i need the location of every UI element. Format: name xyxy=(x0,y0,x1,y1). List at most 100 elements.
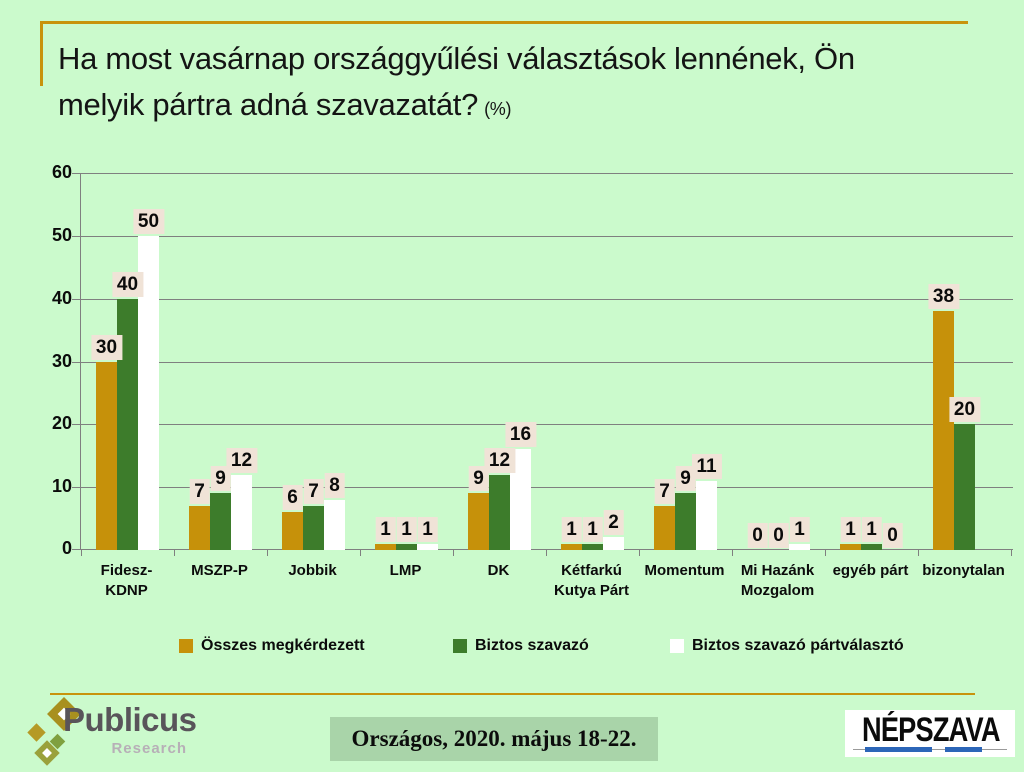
title-accent-top-line xyxy=(40,21,968,24)
publicus-diamond-icon xyxy=(27,723,46,742)
data-label: 1 xyxy=(375,516,396,542)
page-title: Ha most vasárnap országgyűlési választás… xyxy=(58,36,1008,132)
category-label-Momentum: Momentum xyxy=(644,562,725,579)
data-label: 6 xyxy=(282,485,303,511)
data-label: 1 xyxy=(396,516,417,542)
y-axis-tick xyxy=(72,549,80,550)
gridline-20 xyxy=(81,424,1013,425)
publicus-logo-name: Publicus xyxy=(63,701,197,738)
bar-Fidesz-KDNP-Összes megkérdezett xyxy=(96,361,117,550)
bar-Kétfarkú Kutya Párt-Biztos szavazó pártválasztó xyxy=(603,537,624,550)
title-line1: Ha most vasárnap országgyűlési választás… xyxy=(58,41,855,76)
data-label: 7 xyxy=(303,479,324,505)
bar-LMP-Biztos szavazó xyxy=(396,543,417,550)
y-axis-tick-label: 50 xyxy=(51,225,72,245)
data-label: 1 xyxy=(561,516,582,542)
bar-bizonytalan-Összes megkérdezett xyxy=(933,311,954,550)
x-axis-tick xyxy=(174,550,175,556)
category-label-egyéb párt: egyéb párt xyxy=(832,562,909,579)
plot-area: 30 7 6 1 9 1 7 0 1 38 40 9 7 1 12 1 9 0 1 20 50 12 8 1 16 2 11 1 0 xyxy=(72,173,1013,556)
category-label-Kétfarkú Kutya Párt: Kétfarkú Kutya Párt xyxy=(553,562,630,599)
y-axis-tick xyxy=(72,299,80,300)
x-axis-tick xyxy=(918,550,919,556)
survey-scope-badge: Országos, 2020. május 18-22. xyxy=(330,717,658,761)
bar-Kétfarkú Kutya Párt-Biztos szavazó xyxy=(582,543,603,550)
nepszava-tagline-left-chip xyxy=(865,747,932,752)
category-label-DK: DK xyxy=(487,562,510,579)
y-axis-tick xyxy=(72,424,80,425)
bar-bizonytalan-Biztos szavazó xyxy=(954,424,975,550)
gridline-50 xyxy=(81,236,1013,237)
footer-divider-line xyxy=(50,693,975,695)
data-label: 1 xyxy=(582,516,603,542)
publicus-logo: Publicus Research xyxy=(0,696,200,768)
y-axis-labels: 0 10 20 30 40 50 60 xyxy=(26,162,72,558)
y-axis-tick xyxy=(72,173,80,174)
bar-LMP-Biztos szavazó pártválasztó xyxy=(417,543,438,550)
nepszava-tagline-right-chip xyxy=(945,747,982,752)
x-axis-tick xyxy=(546,550,547,556)
bar-MSZP-P-Biztos szavazó pártválasztó xyxy=(231,474,252,550)
bar-Momentum-Biztos szavazó pártválasztó xyxy=(696,480,717,550)
legend-item-Biztos szavazó pártválasztó: Biztos szavazó pártválasztó xyxy=(670,636,904,656)
category-label-bizonytalan: bizonytalan xyxy=(922,562,1005,579)
data-label: 1 xyxy=(417,516,438,542)
x-axis-tick xyxy=(732,550,733,556)
data-label: 30 xyxy=(90,334,123,360)
chart-legend: Összes megkérdezett Biztos szavazó Biztos … xyxy=(0,636,1024,656)
data-label: 9 xyxy=(468,466,489,492)
y-axis-tick-label: 60 xyxy=(51,162,72,182)
data-label: 2 xyxy=(603,510,624,536)
y-axis-tick-label: 30 xyxy=(51,351,72,371)
legend-item-Biztos szavazó: Biztos szavazó xyxy=(453,636,589,656)
x-axis-tick xyxy=(267,550,268,556)
gridline-10 xyxy=(81,487,1013,488)
gridline-0 xyxy=(81,549,1013,550)
bar-Fidesz-KDNP-Biztos szavazó xyxy=(117,298,138,550)
bar-Jobbik-Biztos szavazó pártválasztó xyxy=(324,499,345,550)
data-label: 0 xyxy=(747,523,768,548)
x-axis-category-labels: Fidesz- KDNP MSZP-P Jobbik LMP DK Kétfarkú Kuty… xyxy=(80,561,1012,605)
data-label: 50 xyxy=(132,208,165,234)
data-label: 20 xyxy=(948,397,981,423)
y-axis-tick-label: 20 xyxy=(51,413,72,433)
category-label-Fidesz-KDNP: Fidesz- KDNP xyxy=(100,562,153,599)
publicus-logo-subname: Research xyxy=(111,740,187,757)
y-axis-tick-label: 40 xyxy=(51,288,72,308)
data-label: 1 xyxy=(840,516,861,542)
x-axis-tick xyxy=(639,550,640,556)
bar-egyéb párt-Biztos szavazó xyxy=(861,543,882,550)
gridline-40 xyxy=(81,299,1013,300)
data-label: 16 xyxy=(504,422,537,448)
y-axis-tick xyxy=(72,487,80,488)
category-label-LMP: LMP xyxy=(389,562,422,579)
data-label: 12 xyxy=(483,447,516,473)
data-label: 1 xyxy=(789,516,810,542)
data-label: 11 xyxy=(691,453,722,479)
legend-item-Összes megkérdezett: Összes megkérdezett xyxy=(179,636,365,656)
data-label: 7 xyxy=(189,479,210,505)
category-label-MSZP-P: MSZP-P xyxy=(191,562,248,579)
x-axis-tick xyxy=(825,550,826,556)
category-label-Mi Hazánk Mozgalom: Mi Hazánk Mozgalom xyxy=(740,562,815,599)
title-unit-suffix: (%) xyxy=(484,99,512,119)
legend-swatch xyxy=(453,639,467,653)
bar-Mi Hazánk Mozgalom-Biztos szavazó pártválasztó xyxy=(789,543,810,550)
bar-DK-Biztos szavazó pártválasztó xyxy=(510,449,531,550)
title-line2: melyik pártra adná szavazatát? xyxy=(58,87,479,122)
legend-label: Biztos szavazó pártválasztó xyxy=(692,637,904,654)
gridline-30 xyxy=(81,362,1013,363)
bar-MSZP-P-Összes megkérdezett xyxy=(189,506,210,550)
bar-Jobbik-Összes megkérdezett xyxy=(282,512,303,550)
bar-Momentum-Biztos szavazó xyxy=(675,493,696,550)
data-label: 8 xyxy=(324,472,345,498)
data-label: 9 xyxy=(210,466,231,492)
x-axis-tick xyxy=(1011,550,1012,556)
survey-scope-label: Országos, 2020. május 18-22. xyxy=(351,726,637,751)
data-label: 0 xyxy=(882,523,903,548)
category-label-Jobbik: Jobbik xyxy=(288,562,337,579)
legend-label: Összes megkérdezett xyxy=(201,637,365,654)
nepszava-logo-name: NÉPSZAVA xyxy=(862,711,1000,749)
y-axis-tick xyxy=(72,236,80,237)
